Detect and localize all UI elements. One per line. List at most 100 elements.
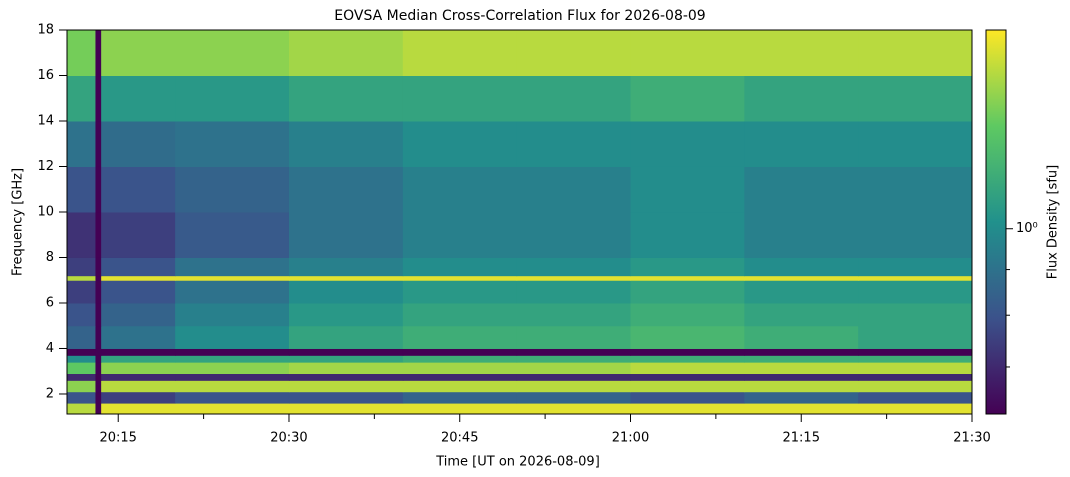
heatmap-cell [175,211,290,258]
heatmap-cell [95,373,102,381]
heatmap-cell [744,30,859,76]
heatmap-cell [630,355,745,363]
heatmap-cell [744,391,859,404]
heatmap-cell [744,275,859,281]
heatmap-cell [402,325,518,349]
heatmap-cell [858,391,973,404]
heatmap-cell [175,280,290,304]
heatmap-cell [175,362,290,375]
heatmap-cell [516,373,631,381]
heatmap-cell [858,30,973,76]
heatmap-cell [858,166,973,213]
y-tick-label: 6 [46,295,54,310]
heatmap-cell [95,355,102,363]
heatmap-cell [175,325,290,349]
heatmap-cell [67,280,96,304]
heatmap-cell [744,75,859,122]
heatmap-cell [101,403,176,415]
heatmap-cell [67,380,96,393]
heatmap-cell [288,75,404,122]
heatmap-cell [95,211,102,258]
heatmap-cell [516,355,631,363]
heatmap-cell [67,325,96,349]
heatmap-cell [402,373,518,381]
heatmap-cell [175,302,290,327]
heatmap-cell [101,380,176,393]
heatmap-cell [858,280,973,304]
heatmap-cell [744,325,859,349]
heatmap-cell [516,403,631,415]
heatmap-cell [288,403,404,415]
heatmap-cell [630,211,745,258]
y-tick-label: 2 [46,386,54,401]
heatmap-cell [402,211,518,258]
heatmap-cell [95,30,102,76]
heatmap-cell [858,120,973,167]
heatmap-cell [288,30,404,76]
heatmap-cell [630,403,745,415]
heatmap-cell [288,302,404,327]
x-tick-label: 20:15 [99,431,136,446]
y-tick-label: 8 [46,250,54,265]
heatmap-cell [402,348,518,356]
heatmap-cell [744,211,859,258]
heatmap-cell [95,280,102,304]
y-tick-label: 18 [37,23,54,38]
heatmap-cell [101,362,176,375]
heatmap-cell [630,362,745,375]
y-tick-label: 12 [37,159,54,174]
heatmap-cell [744,348,859,356]
x-tick-label: 20:30 [270,431,307,446]
heatmap-cell [95,348,102,356]
heatmap-cell [402,403,518,415]
heatmap-cell [67,362,96,375]
heatmap-cell [175,120,290,167]
heatmap-cell [630,280,745,304]
colorbar-tick-label: 10⁰ [1016,221,1038,236]
y-tick-label: 14 [37,113,54,128]
colorbar [985,29,1007,415]
heatmap-cell [744,280,859,304]
heatmap-cell [858,325,973,349]
heatmap-cell [402,302,518,327]
heatmap-cell [858,257,973,277]
heatmap-cell [288,120,404,167]
heatmap-cell [516,30,631,76]
heatmap-cell [744,166,859,213]
heatmap-cell [95,391,102,404]
heatmap-cell [288,275,404,281]
heatmap-cell [288,257,404,277]
heatmap-cell [858,355,973,363]
x-axis-label: Time [UT on 2026-08-09] [435,455,600,470]
heatmap-cell [516,362,631,375]
heatmap-cell [95,275,102,281]
heatmap-cell [95,257,102,277]
heatmap-cell [101,391,176,404]
heatmap-cell [175,355,290,363]
heatmap-cell [67,302,96,327]
heatmap-cell [630,348,745,356]
heatmap-cell [67,166,96,213]
heatmap-cell [67,373,96,381]
heatmap-cell [402,355,518,363]
y-axis-label: Frequency [GHz] [11,168,26,276]
heatmap-cell [516,120,631,167]
x-tick-label: 21:30 [953,431,990,446]
heatmap-cell [402,120,518,167]
heatmap-cell [101,348,176,356]
heatmap-cell [175,348,290,356]
heatmap-cell [175,30,290,76]
heatmap-cell [516,166,631,213]
plot-frame [66,29,973,415]
heatmap-cell [630,373,745,381]
x-tick-label: 20:45 [441,431,478,446]
heatmap-cell [95,75,102,122]
heatmap-cell [516,391,631,404]
heatmap-cell [402,362,518,375]
heatmap-cell [858,275,973,281]
heatmap-cell [95,302,102,327]
heatmap-cell [67,275,96,281]
heatmap-cell [744,257,859,277]
heatmap-cell [101,30,176,76]
